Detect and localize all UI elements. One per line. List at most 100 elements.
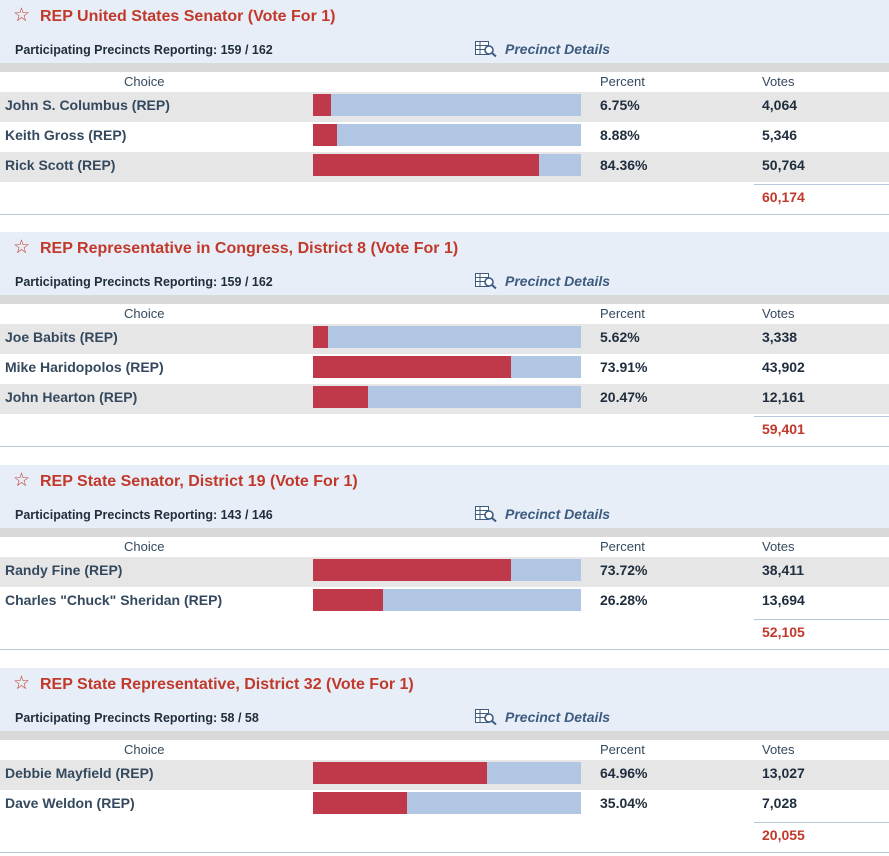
total-votes-value: 60,174 — [762, 189, 805, 205]
candidate-percent: 20.47% — [600, 389, 648, 405]
header-divider — [0, 731, 889, 740]
precincts-label: Participating Precincts Reporting: — [15, 508, 218, 522]
race-block: ☆ REP Representative in Congress, Distric… — [0, 232, 889, 414]
race-block: ☆ REP State Senator, District 19 (Vote Fo… — [0, 465, 889, 617]
vote-bar-fill — [313, 326, 328, 348]
precincts-label: Participating Precincts Reporting: — [15, 43, 218, 57]
vote-bar-fill — [313, 94, 331, 116]
precincts-label: Participating Precincts Reporting: — [15, 275, 218, 289]
race-title: REP State Senator, District 19 (Vote For… — [40, 473, 358, 490]
candidate-row: John S. Columbus (REP) 6.75% 4,064 — [0, 92, 889, 122]
race-bottom-border — [0, 446, 889, 447]
total-votes: 59,401 — [754, 416, 889, 441]
race-header: ☆ REP United States Senator (Vote For 1) P… — [0, 0, 889, 63]
precincts-reporting: Participating Precincts Reporting: 159 /… — [15, 275, 273, 289]
candidate-votes: 38,411 — [762, 562, 805, 578]
col-votes: Votes — [762, 539, 795, 554]
candidate-votes: 13,694 — [762, 592, 805, 608]
candidate-name[interactable]: John S. Columbus (REP) — [5, 97, 170, 113]
candidate-name[interactable]: Joe Babits (REP) — [5, 329, 118, 345]
table-search-icon — [475, 41, 505, 58]
precincts-reporting: Participating Precincts Reporting: 159 /… — [15, 43, 273, 57]
star-outline-icon[interactable]: ☆ — [13, 5, 31, 26]
candidate-row: Randy Fine (REP) 73.72% 38,411 — [0, 557, 889, 587]
candidate-row: Keith Gross (REP) 8.88% 5,346 — [0, 122, 889, 152]
col-percent: Percent — [600, 306, 645, 321]
candidate-name[interactable]: Rick Scott (REP) — [5, 157, 116, 173]
table-search-icon — [475, 506, 505, 523]
total-votes-value: 20,055 — [762, 827, 805, 843]
vote-bar-fill — [313, 356, 511, 378]
candidate-votes: 12,161 — [762, 389, 805, 405]
vote-bar — [313, 792, 581, 814]
candidate-percent: 35.04% — [600, 795, 648, 811]
col-votes: Votes — [762, 74, 795, 89]
race-title: REP State Representative, District 32 (V… — [40, 676, 414, 693]
vote-bar — [313, 762, 581, 784]
candidate-percent: 6.75% — [600, 97, 640, 113]
total-votes: 60,174 — [754, 184, 889, 209]
precinct-details-link[interactable]: Precinct Details — [475, 506, 610, 523]
candidate-name[interactable]: Keith Gross (REP) — [5, 127, 127, 143]
star-outline-icon[interactable]: ☆ — [13, 673, 31, 694]
vote-bar — [313, 326, 581, 348]
candidate-percent: 73.91% — [600, 359, 648, 375]
precinct-details-label: Precinct Details — [505, 273, 611, 289]
candidate-percent: 26.28% — [600, 592, 648, 608]
candidate-name[interactable]: Charles "Chuck" Sheridan (REP) — [5, 592, 223, 608]
precinct-details-link[interactable]: Precinct Details — [475, 41, 610, 58]
precinct-details-link[interactable]: Precinct Details — [475, 273, 611, 290]
col-choice: Choice — [124, 539, 165, 554]
candidate-row: Debbie Mayfield (REP) 64.96% 13,027 — [0, 760, 889, 790]
precinct-details-link[interactable]: Precinct Details — [475, 709, 611, 726]
candidate-name[interactable]: Randy Fine (REP) — [5, 562, 123, 578]
race-title: REP Representative in Congress, District… — [40, 240, 459, 257]
col-votes: Votes — [762, 306, 795, 321]
race-bottom-border — [0, 214, 889, 215]
total-votes: 52,105 — [754, 619, 889, 644]
candidate-name[interactable]: Debbie Mayfield (REP) — [5, 765, 154, 781]
vote-bar-fill — [313, 124, 337, 146]
candidate-row: Charles "Chuck" Sheridan (REP) 26.28% 13,6… — [0, 587, 889, 617]
candidate-row: Dave Weldon (REP) 35.04% 7,028 — [0, 790, 889, 820]
race-header: ☆ REP Representative in Congress, Distric… — [0, 232, 889, 295]
candidate-votes: 3,338 — [762, 329, 798, 345]
col-percent: Percent — [600, 74, 645, 89]
candidate-name[interactable]: Mike Haridopolos (REP) — [5, 359, 164, 375]
precinct-details-label: Precinct Details — [505, 709, 611, 725]
vote-bar — [313, 356, 581, 378]
candidate-name[interactable]: Dave Weldon (REP) — [5, 795, 135, 811]
candidate-name[interactable]: John Hearton (REP) — [5, 389, 138, 405]
precincts-value: 159 / 162 — [220, 275, 273, 289]
header-divider — [0, 528, 889, 537]
race-bottom-border — [0, 649, 889, 650]
star-outline-icon[interactable]: ☆ — [13, 237, 31, 258]
star-outline-icon[interactable]: ☆ — [13, 470, 31, 491]
col-choice: Choice — [124, 74, 165, 89]
vote-bar-fill — [313, 792, 407, 814]
candidate-votes: 50,764 — [762, 157, 805, 173]
vote-bar — [313, 559, 581, 581]
vote-bar-fill — [313, 762, 487, 784]
vote-bar — [313, 94, 581, 116]
precincts-reporting: Participating Precincts Reporting: 58 / … — [15, 711, 259, 725]
vote-bar-fill — [313, 589, 383, 611]
candidate-percent: 73.72% — [600, 562, 648, 578]
total-votes: 20,055 — [754, 822, 889, 847]
race-bottom-border — [0, 852, 889, 853]
candidate-votes: 7,028 — [762, 795, 798, 811]
precincts-value: 143 / 146 — [220, 508, 273, 522]
precincts-value: 159 / 162 — [220, 43, 273, 57]
total-votes-value: 59,401 — [762, 421, 805, 437]
candidate-percent: 5.62% — [600, 329, 640, 345]
candidate-row: Joe Babits (REP) 5.62% 3,338 — [0, 324, 889, 354]
header-divider — [0, 295, 889, 304]
vote-bar-fill — [313, 386, 368, 408]
candidate-votes: 43,902 — [762, 359, 805, 375]
col-percent: Percent — [600, 539, 645, 554]
table-search-icon — [475, 709, 505, 726]
header-divider — [0, 63, 889, 72]
vote-bar — [313, 386, 581, 408]
race-header: ☆ REP State Senator, District 19 (Vote Fo… — [0, 465, 889, 528]
vote-bar — [313, 124, 581, 146]
